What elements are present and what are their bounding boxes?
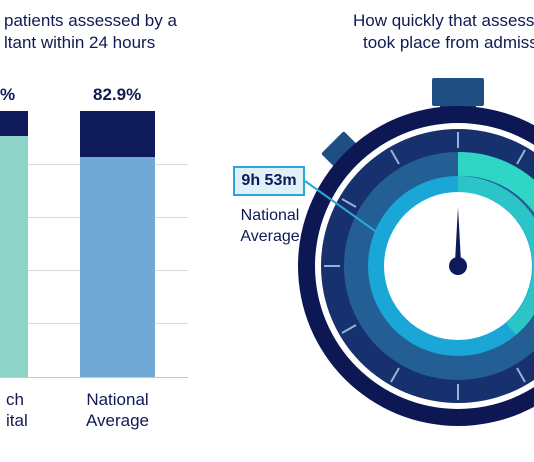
bar2-remainder-segment: [80, 111, 155, 157]
national-average-label-line-1: National: [240, 207, 300, 224]
x-axis-line: [0, 377, 188, 378]
left-chart-title-line-1: patients assessed by a: [4, 11, 177, 30]
national-average-value-box: 9h 53m: [233, 166, 305, 196]
bar1-category-line-1: ch: [6, 390, 24, 409]
stopwatch-inner-progress-arc: [458, 175, 534, 335]
bar1-value-label: %: [0, 85, 16, 104]
stopwatch-outer-progress-arc: [458, 151, 534, 213]
bar2-category-line-2: Average: [85, 411, 149, 430]
bar1-category-line-2: ital: [6, 411, 28, 430]
bar2-fill-segment: [80, 157, 155, 377]
bar1-remainder-segment: [0, 111, 28, 136]
left-chart-title-line-2: ltant within 24 hours: [4, 33, 156, 52]
national-average-label-line-2: Average: [240, 228, 300, 245]
right-chart-title-line-2: took place from admiss: [363, 33, 534, 52]
right-chart-title-line-1: How quickly that assess: [353, 11, 534, 30]
bar2-value-label: 82.9%: [93, 85, 142, 104]
bar1-fill-segment: [0, 136, 28, 377]
bar2-category-line-1: National: [86, 390, 149, 409]
national-average-pointer: [304, 180, 379, 234]
stopwatch-center-pin: [449, 257, 467, 275]
stopwatch-ticks: [324, 132, 526, 400]
stopwatch-hand: [455, 207, 461, 262]
stopwatch-top-button: [432, 78, 484, 106]
